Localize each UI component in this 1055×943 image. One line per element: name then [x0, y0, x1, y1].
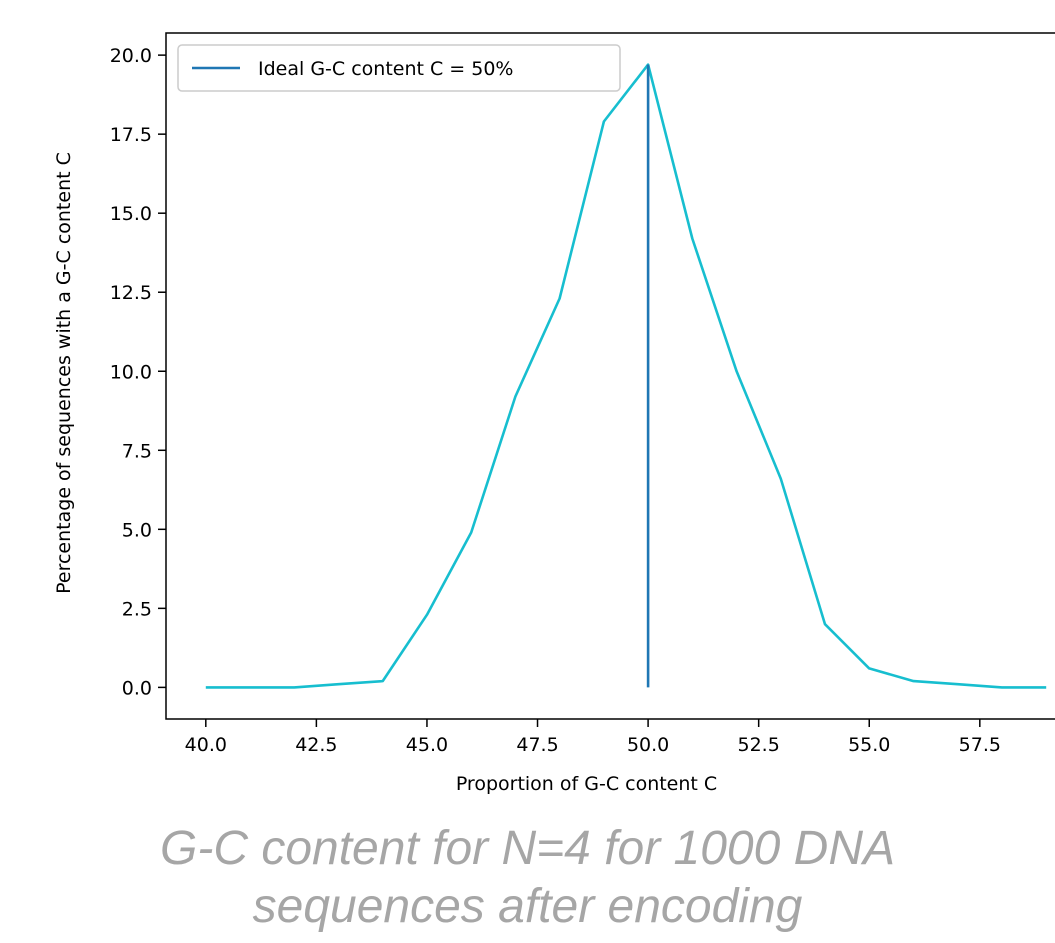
- y-tick-label: 2.5: [122, 598, 152, 620]
- x-tick-label: 45.0: [406, 734, 448, 756]
- plot-marks: [205, 63, 1047, 689]
- plot-frame: [165, 32, 1055, 720]
- series-line-0: [205, 63, 1047, 689]
- x-tick-label: 57.5: [959, 734, 1001, 756]
- x-tick-label: 52.5: [738, 734, 780, 756]
- x-tick-label: 47.5: [516, 734, 558, 756]
- y-axis-ticks: 0.0 2.5 5.0 7.5 10.0 12.5 15.0 17.5 20.0: [110, 45, 166, 699]
- y-tick-label: 20.0: [110, 45, 152, 67]
- gc-content-chart: 40.0 42.5 45.0 47.5 50.0 52.5 55.0 57.5 0.0 2.5 5…: [53, 32, 1055, 795]
- y-tick-label: 12.5: [110, 282, 152, 304]
- y-axis-label: Percentage of sequences with a G-C conte…: [53, 152, 75, 594]
- y-tick-label: 17.5: [110, 124, 152, 146]
- caption-line-2: sequences after encoding: [252, 880, 803, 933]
- x-tick-label: 40.0: [185, 734, 227, 756]
- x-tick-label: 50.0: [627, 734, 669, 756]
- x-tick-label: 55.0: [848, 734, 890, 756]
- y-tick-label: 5.0: [122, 519, 152, 541]
- legend: Ideal G-C content C = 50%: [177, 44, 621, 92]
- x-axis-label: Proportion of G-C content C: [456, 773, 717, 795]
- caption-line-1: G-C content for N=4 for 1000 DNA: [160, 822, 895, 875]
- legend-box: [177, 44, 621, 92]
- y-tick-label: 0.0: [122, 677, 152, 699]
- y-tick-label: 15.0: [110, 203, 152, 225]
- y-tick-label: 10.0: [110, 361, 152, 383]
- y-tick-label: 7.5: [122, 440, 152, 462]
- x-axis-ticks: 40.0 42.5 45.0 47.5 50.0 52.5 55.0 57.5: [185, 719, 1001, 756]
- legend-label-ideal: Ideal G-C content C = 50%: [258, 58, 513, 80]
- x-tick-label: 42.5: [295, 734, 337, 756]
- figure-caption: G-C content for N=4 for 1000 DNA sequenc…: [0, 820, 1055, 936]
